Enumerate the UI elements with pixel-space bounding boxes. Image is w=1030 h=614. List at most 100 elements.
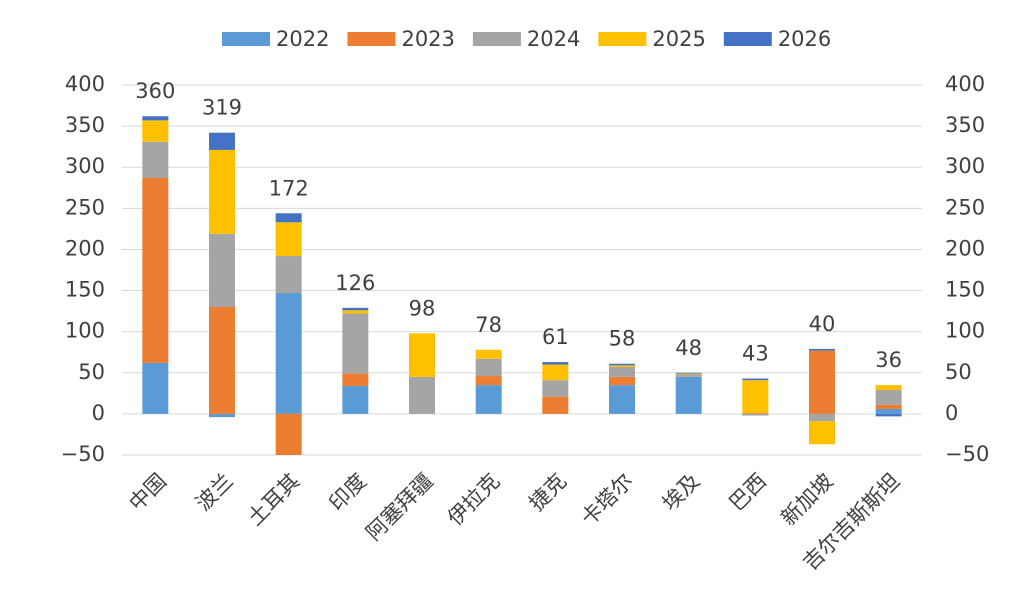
bar-segment bbox=[675, 372, 702, 374]
legend-swatch bbox=[598, 32, 647, 46]
legend-label: 2026 bbox=[778, 27, 831, 51]
bar-segment bbox=[142, 120, 169, 142]
bar-segment bbox=[875, 413, 902, 417]
x-tick-label: 新加坡 bbox=[776, 469, 838, 531]
y-tick-label: 150 bbox=[65, 278, 105, 302]
bar-segment bbox=[609, 376, 635, 386]
bar-segment bbox=[742, 378, 769, 381]
bar-segment bbox=[409, 376, 435, 414]
bar-segment bbox=[809, 350, 835, 414]
x-tick-label: 埃及 bbox=[658, 469, 705, 516]
total-label: 43 bbox=[742, 342, 769, 366]
y2-tick-label: −50 bbox=[945, 442, 989, 466]
bar-segment bbox=[809, 421, 835, 445]
bar-segment bbox=[409, 333, 435, 377]
x-tick-label: 阿塞拜疆 bbox=[361, 469, 437, 545]
total-label: 58 bbox=[609, 327, 636, 351]
total-label: 40 bbox=[809, 312, 836, 336]
y2-tick-label: 150 bbox=[945, 278, 985, 302]
y-tick-label: 50 bbox=[78, 360, 105, 384]
bar-segment bbox=[475, 349, 502, 359]
bar-segment bbox=[875, 390, 902, 405]
bar-segment bbox=[209, 132, 235, 150]
bar-segment bbox=[609, 385, 635, 414]
bar-segment bbox=[275, 222, 302, 257]
y-tick-label: 200 bbox=[65, 236, 105, 260]
bar-segment bbox=[542, 380, 569, 397]
bar-segment bbox=[875, 385, 902, 391]
bar-segment bbox=[609, 367, 635, 377]
bar-segment bbox=[209, 307, 235, 414]
bar-segment bbox=[742, 413, 769, 414]
bar-segment bbox=[675, 374, 702, 377]
bar-segment bbox=[342, 313, 369, 374]
total-label: 48 bbox=[675, 336, 702, 360]
bar-segment bbox=[142, 177, 169, 363]
bar-segment bbox=[875, 408, 902, 414]
x-tick-label: 波兰 bbox=[191, 469, 238, 516]
x-tick-label: 巴西 bbox=[724, 469, 771, 516]
bar-segment bbox=[475, 358, 502, 377]
bar-segment bbox=[275, 293, 302, 414]
y2-tick-label: 300 bbox=[945, 154, 985, 178]
total-label: 360 bbox=[135, 79, 175, 103]
x-tick-label: 印度 bbox=[324, 469, 371, 516]
legend-swatch bbox=[347, 32, 396, 46]
bar-segment bbox=[342, 310, 369, 314]
bar-segment bbox=[142, 141, 169, 178]
x-tick-label: 捷克 bbox=[524, 469, 571, 516]
y2-tick-label: 100 bbox=[945, 319, 985, 343]
bar-segment bbox=[342, 307, 369, 311]
legend-label: 2024 bbox=[527, 27, 580, 51]
bar-segment bbox=[475, 376, 502, 386]
y2-tick-label: 0 bbox=[945, 401, 958, 425]
bar-segment bbox=[342, 373, 369, 386]
total-label: 172 bbox=[269, 176, 309, 200]
bar-segment bbox=[275, 256, 302, 294]
y-tick-label: 350 bbox=[65, 113, 105, 137]
bar-segment bbox=[609, 363, 635, 366]
y-tick-label: 100 bbox=[65, 319, 105, 343]
y2-tick-label: 50 bbox=[945, 360, 972, 384]
legend-label: 2025 bbox=[652, 27, 705, 51]
bar-segment bbox=[209, 233, 235, 307]
legend-swatch bbox=[723, 32, 772, 46]
total-label: 319 bbox=[202, 96, 242, 120]
y2-tick-label: 400 bbox=[945, 72, 985, 96]
bar-segment bbox=[275, 213, 302, 223]
bar-segment bbox=[209, 413, 235, 418]
bar-segment bbox=[209, 149, 235, 234]
x-tick-label: 伊拉克 bbox=[443, 469, 505, 531]
bar-segment bbox=[675, 373, 702, 375]
x-tick-label: 卡塔尔 bbox=[576, 469, 638, 531]
total-label: 78 bbox=[475, 313, 502, 337]
total-label: 61 bbox=[542, 325, 569, 349]
legend-label: 2023 bbox=[401, 27, 454, 51]
bar-segment bbox=[542, 362, 569, 365]
legend-label: 2022 bbox=[276, 27, 329, 51]
x-tick-label: 土耳其 bbox=[243, 469, 305, 531]
y-tick-label: 300 bbox=[65, 154, 105, 178]
y-tick-label: 400 bbox=[65, 72, 105, 96]
total-label: 98 bbox=[409, 296, 436, 320]
bar-segment bbox=[875, 404, 902, 409]
total-label: 126 bbox=[335, 271, 375, 295]
y2-tick-label: 200 bbox=[945, 236, 985, 260]
y-tick-label: 0 bbox=[92, 401, 105, 425]
bar-segment bbox=[475, 385, 502, 414]
x-tick-label: 中国 bbox=[124, 469, 171, 516]
y-tick-label: 250 bbox=[65, 195, 105, 219]
legend-swatch bbox=[472, 32, 521, 46]
bar-segment bbox=[342, 385, 369, 414]
bar-segment bbox=[275, 413, 302, 455]
total-label: 36 bbox=[875, 348, 902, 372]
bar-segment bbox=[142, 116, 169, 121]
bar-segment bbox=[809, 348, 835, 351]
legend-swatch bbox=[222, 32, 270, 46]
bar-segment bbox=[809, 413, 835, 422]
y-tick-label: −50 bbox=[61, 442, 105, 466]
bar-segment bbox=[675, 376, 702, 414]
bar-segment bbox=[609, 365, 635, 368]
y2-tick-label: 350 bbox=[945, 113, 985, 137]
